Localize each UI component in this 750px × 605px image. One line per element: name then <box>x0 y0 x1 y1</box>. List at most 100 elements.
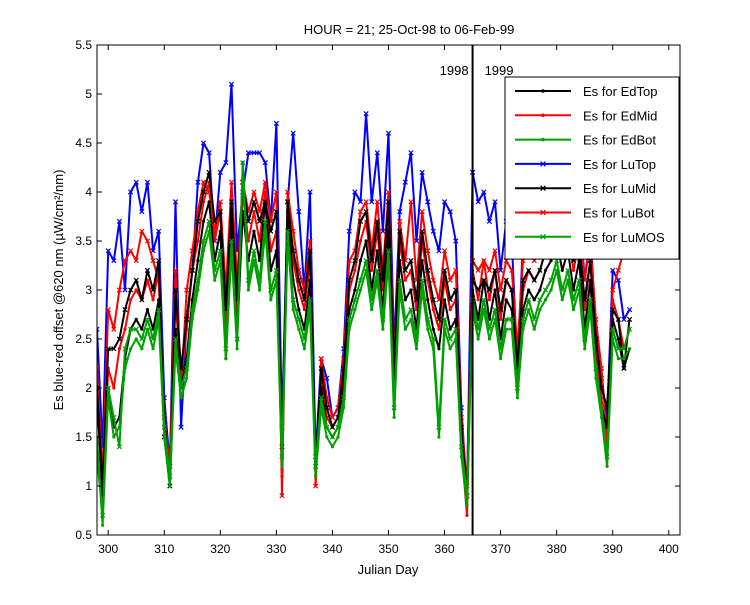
y-tick-label: 5.5 <box>75 38 92 52</box>
data-point <box>139 228 145 234</box>
data-point <box>431 327 435 331</box>
data-point <box>437 435 441 439</box>
data-point <box>256 218 263 225</box>
data-point <box>111 414 117 421</box>
data-point <box>374 199 380 205</box>
data-point <box>532 327 536 331</box>
data-point <box>284 199 291 205</box>
data-point <box>263 200 267 204</box>
data-point <box>476 337 480 341</box>
data-point <box>408 306 414 313</box>
data-point <box>408 150 414 156</box>
data-point <box>144 179 151 185</box>
data-point <box>274 249 278 253</box>
data-point <box>99 512 106 519</box>
data-point <box>150 336 156 342</box>
data-point <box>133 277 139 283</box>
data-point <box>414 347 419 351</box>
data-point <box>364 239 368 243</box>
data-point <box>386 229 391 233</box>
data-point <box>273 189 280 195</box>
legend-label: Es for LuTop <box>583 157 656 172</box>
data-point <box>122 257 128 264</box>
data-point <box>582 336 588 342</box>
data-point <box>391 404 397 411</box>
data-point <box>268 287 274 293</box>
data-point <box>419 169 425 176</box>
data-point <box>363 208 369 215</box>
x-tick-label: 300 <box>98 542 118 556</box>
data-point <box>329 424 336 430</box>
data-point <box>297 327 301 331</box>
data-point <box>503 316 509 323</box>
data-point <box>318 355 324 362</box>
legend-entry: Es for EdTop <box>515 84 657 99</box>
data-point <box>184 316 190 323</box>
data-point <box>397 208 403 215</box>
data-point <box>497 287 504 293</box>
data-point <box>604 453 610 460</box>
data-point <box>403 298 407 302</box>
data-point <box>374 267 380 274</box>
data-point <box>481 297 487 303</box>
data-point <box>217 199 223 205</box>
data-point <box>425 248 431 254</box>
data-point <box>324 404 330 411</box>
data-point <box>251 199 257 205</box>
data-point <box>97 453 100 460</box>
data-point <box>615 316 621 323</box>
data-point <box>538 308 542 312</box>
data-point <box>527 288 531 292</box>
data-point <box>307 248 313 254</box>
data-point <box>139 336 145 342</box>
data-point <box>409 288 413 292</box>
data-point <box>402 179 408 185</box>
data-point <box>515 396 520 400</box>
data-point <box>397 277 403 283</box>
data-point <box>145 327 150 331</box>
data-point <box>245 218 251 225</box>
data-point <box>425 199 431 205</box>
data-point <box>542 287 549 293</box>
data-point <box>324 424 330 430</box>
data-point <box>426 298 430 302</box>
data-point <box>307 189 313 195</box>
legend-label: Es for LuBot <box>583 206 655 221</box>
legend-marker <box>541 137 545 142</box>
data-point <box>268 228 274 234</box>
data-point <box>475 267 481 274</box>
data-point <box>297 288 301 292</box>
legend-marker <box>541 113 545 118</box>
data-point <box>475 287 481 293</box>
data-point <box>587 297 593 303</box>
data-point <box>212 267 218 274</box>
legend-entry: Es for LuTop <box>515 157 656 172</box>
data-point <box>493 288 497 292</box>
data-point <box>616 357 620 361</box>
data-point <box>436 424 442 430</box>
data-point <box>370 308 374 312</box>
data-point <box>430 336 436 342</box>
data-point <box>431 308 435 312</box>
data-point <box>499 357 503 361</box>
data-point <box>537 267 543 274</box>
data-point <box>504 298 508 302</box>
data-point <box>626 316 633 323</box>
data-point <box>430 228 436 234</box>
data-point <box>611 317 615 321</box>
data-point <box>301 336 308 342</box>
data-point <box>441 248 448 254</box>
data-point <box>201 219 206 223</box>
divider-label-right: 1999 <box>485 63 514 78</box>
data-point <box>380 228 386 234</box>
legend-label: Es for LuMOS <box>583 230 665 245</box>
data-point <box>291 308 295 312</box>
data-point <box>195 218 201 225</box>
data-point <box>610 306 616 313</box>
data-point <box>150 257 156 264</box>
data-point <box>206 169 212 176</box>
data-point <box>144 267 151 274</box>
data-point <box>307 238 313 244</box>
data-point <box>213 278 217 282</box>
